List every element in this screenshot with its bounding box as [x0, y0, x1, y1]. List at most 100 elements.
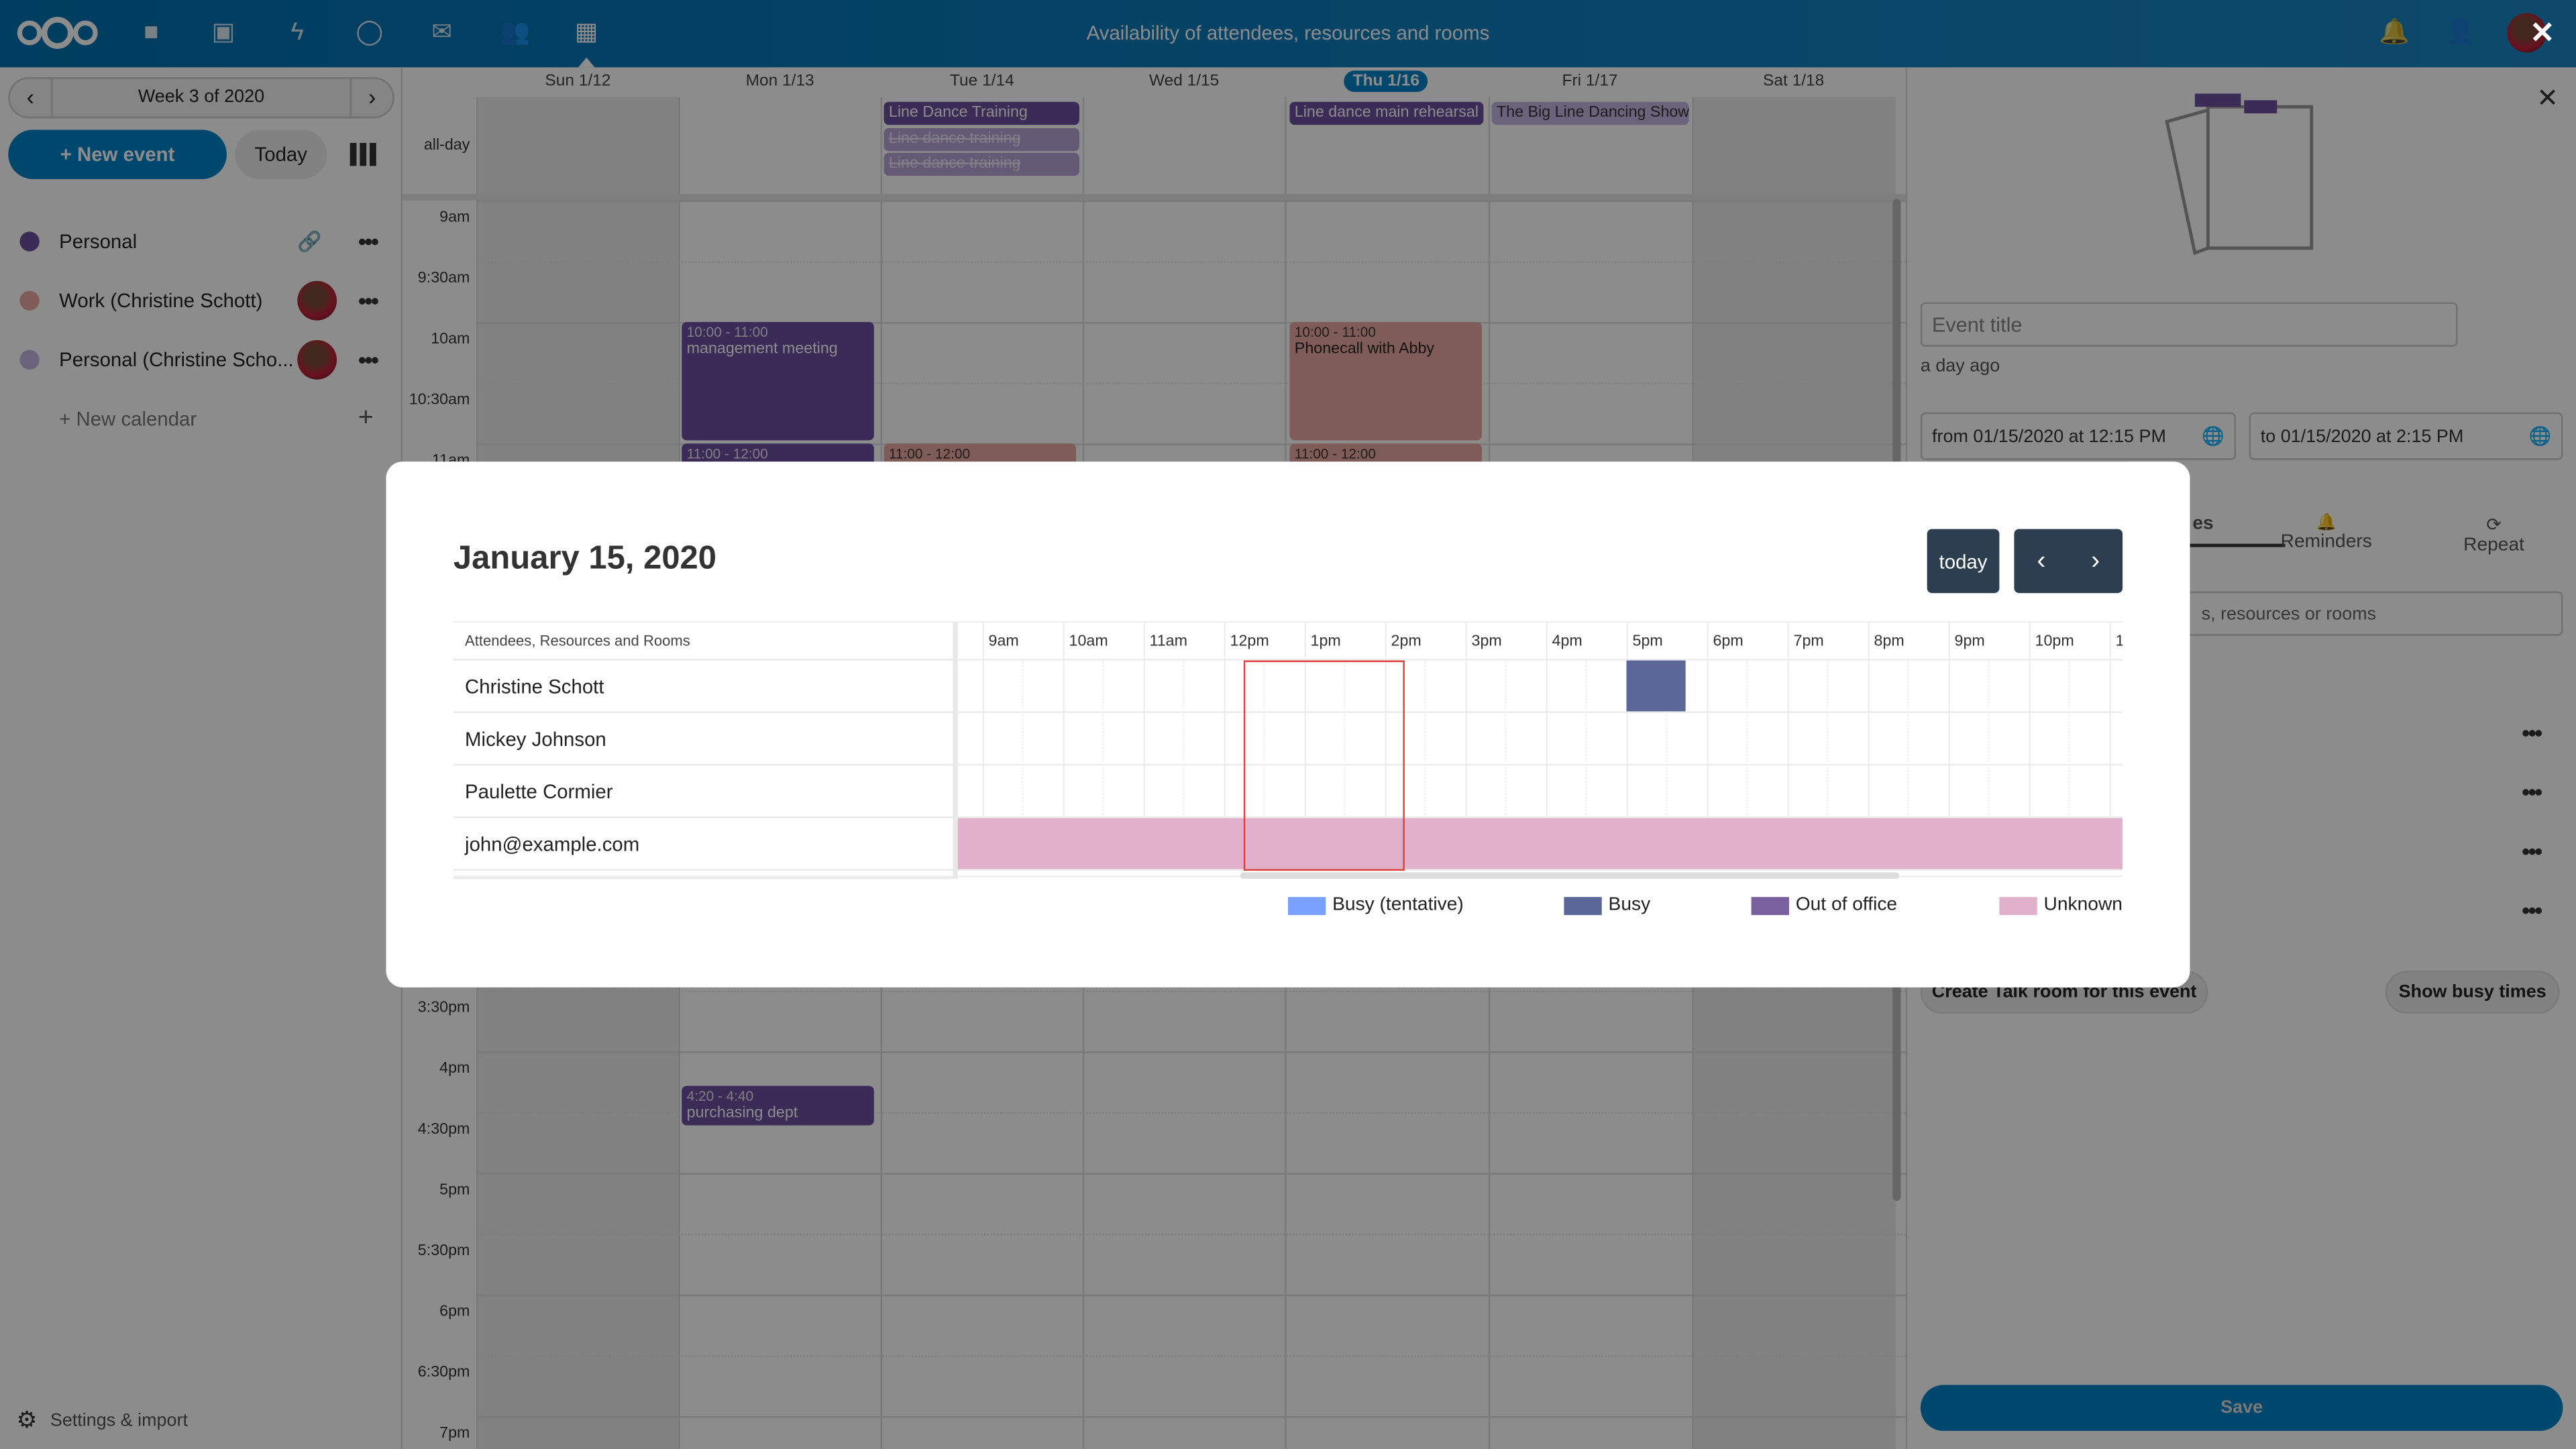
modal-date-title: January 15, 2020 [453, 540, 717, 577]
time-gridline [476, 1355, 1906, 1357]
contacts-menu-icon[interactable]: 👤 [2445, 17, 2475, 46]
today-button[interactable]: today [1927, 529, 2000, 594]
calendar-event[interactable]: 4:20 - 4:40 purchasing dept [682, 1085, 874, 1126]
hour-label: 6pm [1713, 632, 1743, 651]
hour-label: 1 [2116, 633, 2123, 651]
start-datetime-input[interactable]: from 01/15/2020 at 12:15 PM 🌐 [1920, 412, 2237, 460]
event-time: 11:00 - 12:00 [888, 445, 971, 462]
attendee-options-icon[interactable]: ••• [2522, 778, 2542, 806]
column-resizer[interactable] [953, 623, 958, 879]
activity-icon[interactable]: ϟ [290, 17, 304, 46]
end-datetime: to 01/15/2020 at 2:15 PM [2260, 426, 2464, 446]
week-label[interactable]: Week 3 of 2020 [138, 87, 265, 107]
attendee-row[interactable]: Paulette Cormier [453, 765, 955, 818]
end-datetime-input[interactable]: to 01/15/2020 at 2:15 PM 🌐 [2249, 412, 2563, 460]
calendar-item-work[interactable]: Work (Christine Schott) ••• [0, 276, 402, 325]
hour-label: 12pm [1230, 632, 1269, 651]
week-navigator: ‹ Week 3 of 2020 › [8, 77, 394, 119]
day-header[interactable]: Sun 1/12 [476, 67, 679, 97]
allday-event[interactable]: Line Dance Training [883, 101, 1079, 125]
more-options-icon[interactable]: ••• [358, 228, 379, 255]
timeline-scrollbar[interactable] [1239, 872, 1900, 879]
settings-import-button[interactable]: ⚙ Settings & import [16, 1406, 187, 1434]
hour-label: 5pm [1632, 632, 1663, 651]
previous-day-button[interactable]: ‹ [2037, 546, 2046, 574]
timezone-globe-icon[interactable]: 🌐 [2528, 427, 2552, 447]
day-header-label: Fri 1/17 [1562, 72, 1618, 91]
attendee-options-icon[interactable]: ••• [2522, 897, 2542, 924]
attendee-row[interactable]: Christine Schott [453, 660, 955, 713]
calendar-label: Personal [59, 229, 138, 254]
mail-icon[interactable]: ✉ [431, 17, 453, 46]
attendee-row[interactable]: Mickey Johnson [453, 713, 955, 766]
freebusy-block-busy [1625, 660, 1686, 712]
attendee-options-icon[interactable]: ••• [2522, 837, 2542, 865]
start-datetime: from 01/15/2020 at 12:15 PM [1932, 426, 2166, 446]
contacts-icon[interactable]: 👥 [499, 17, 531, 46]
next-week-button[interactable]: › [350, 78, 393, 117]
allday-event[interactable]: Line dance training [883, 128, 1079, 152]
selected-time-range[interactable] [1243, 660, 1405, 871]
plus-icon[interactable]: + [358, 404, 374, 433]
tab-repeat[interactable]: ⟳ Repeat [2412, 515, 2576, 555]
legend-item: Unknown [1999, 896, 2123, 915]
calendar-sidebar: ‹ Week 3 of 2020 › + New event Today Per… [0, 67, 403, 1449]
event-title-input[interactable]: Event title [1920, 302, 2458, 347]
show-busy-times-button[interactable]: Show busy times [2385, 971, 2560, 1014]
hour-label: 3pm [1471, 632, 1502, 651]
calendar-event[interactable]: 10:00 - 11:00 Phonecall with Abby [1289, 322, 1482, 441]
time-label: 10am [431, 330, 470, 349]
new-calendar-button[interactable]: + New calendar + [0, 394, 402, 443]
calendar-item-personal-shared[interactable]: Personal (Christine Scho... ••• [0, 335, 402, 384]
previous-week-button[interactable]: ‹ [10, 78, 53, 117]
talk-icon[interactable]: ◯ [356, 17, 384, 46]
user-avatar[interactable] [2507, 13, 2546, 53]
allday-event[interactable]: Line dance main rehearsal [1289, 101, 1484, 125]
day-header[interactable]: Sat 1/18 [1692, 67, 1894, 97]
half-hour-gridline [1666, 660, 1668, 871]
attendee-row[interactable]: john@example.com [453, 818, 955, 871]
new-event-button[interactable]: + New event [8, 129, 227, 179]
timezone-globe-icon[interactable]: 🌐 [2202, 427, 2224, 447]
day-header[interactable]: Fri 1/17 [1489, 67, 1691, 97]
active-app-indicator [578, 57, 595, 68]
save-button[interactable]: Save [1920, 1385, 2563, 1432]
view-switch-icon[interactable] [350, 143, 376, 166]
calendar-event[interactable]: 10:00 - 11:00 management meeting [682, 322, 874, 441]
day-header[interactable]: Mon 1/13 [678, 67, 881, 97]
calendar-color-dot[interactable] [19, 231, 40, 252]
day-header[interactable]: Wed 1/15 [1083, 67, 1285, 97]
legend-label: Busy (tentative) [1332, 895, 1464, 916]
close-sidebar-icon[interactable]: ✕ [2536, 85, 2559, 113]
row-divider [957, 816, 2123, 818]
tab-attendees[interactable]: es [2121, 515, 2286, 547]
tab-reminders[interactable]: 🔔 Reminders [2244, 515, 2408, 552]
more-options-icon[interactable]: ••• [358, 287, 379, 314]
allday-event[interactable]: Line dance training [883, 152, 1079, 176]
files-icon[interactable]: ■ [144, 17, 159, 46]
half-hour-gridline [1424, 660, 1427, 871]
half-hour-gridline [1988, 660, 1990, 871]
next-day-button[interactable]: › [2091, 546, 2100, 574]
notifications-icon[interactable]: 🔔 [2379, 17, 2410, 46]
calendar-icon[interactable]: ▦ [574, 17, 598, 46]
legend-swatch [1999, 896, 2037, 914]
day-header[interactable]: Thu 1/16 [1285, 67, 1487, 97]
hour-label: 9am [988, 632, 1019, 651]
nextcloud-logo[interactable] [16, 16, 98, 49]
attendee-search-input[interactable]: s, resources or rooms [1920, 591, 2563, 636]
calendar-color-dot[interactable] [19, 350, 40, 370]
today-button[interactable]: Today [235, 129, 327, 179]
photos-icon[interactable]: ▣ [211, 17, 235, 46]
close-modal-icon[interactable]: ✕ [2530, 16, 2555, 50]
calendar-illustration-icon [2165, 93, 2314, 256]
more-options-icon[interactable]: ••• [358, 346, 379, 373]
attendee-options-icon[interactable]: ••• [2522, 719, 2542, 746]
half-hour-gridline [1907, 660, 1910, 871]
calendar-color-dot[interactable] [19, 290, 40, 311]
calendar-item-personal[interactable]: Personal 🔗 ••• [0, 217, 402, 266]
day-header[interactable]: Tue 1/14 [881, 67, 1083, 97]
share-link-icon[interactable]: 🔗 [297, 229, 322, 254]
repeat-icon: ⟳ [2486, 515, 2502, 536]
allday-event[interactable]: The Big Line Dancing Show [1491, 101, 1689, 125]
